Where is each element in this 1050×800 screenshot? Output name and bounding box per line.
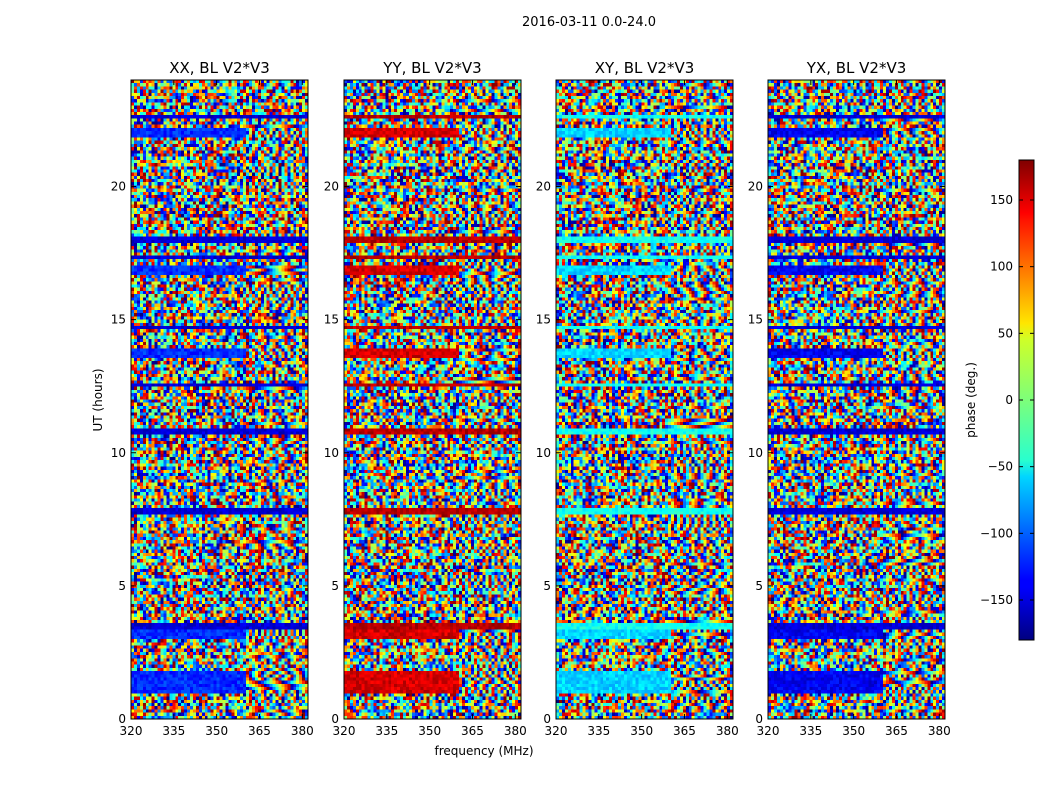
x-tick-label: 335 <box>799 724 822 738</box>
y-tick-label: 20 <box>748 180 763 194</box>
phase-heatmap-image <box>556 80 733 719</box>
panel-4: YX, BL V2*V3 320 335 350 365 380 0 5 10 15 20 <box>748 59 951 738</box>
x-tick-label: 335 <box>375 724 398 738</box>
x-tick-label: 365 <box>673 724 696 738</box>
colorbar-tick-label: 50 <box>998 326 1013 340</box>
x-tick-label: 350 <box>418 724 441 738</box>
panel-title: XX, BL V2*V3 <box>169 59 270 77</box>
y-tick-label: 15 <box>324 313 339 327</box>
phase-heatmap-image <box>768 80 945 719</box>
y-tick-label: 5 <box>543 579 551 593</box>
y-tick-label: 10 <box>748 446 763 460</box>
y-tick-label: 20 <box>111 180 126 194</box>
y-tick-label: 5 <box>331 579 339 593</box>
x-tick-label: 350 <box>630 724 653 738</box>
panel-frame <box>343 79 522 720</box>
panel-frame <box>767 79 946 720</box>
panel-1: XX, BL V2*V3 320 335 350 365 380 0 5 10 15 20 <box>111 59 314 738</box>
x-tick-label: 365 <box>885 724 908 738</box>
y-axis-label: UT (hours) <box>91 368 105 431</box>
x-tick-label: 335 <box>162 724 185 738</box>
colorbar-tick-label: 0 <box>1005 393 1013 407</box>
y-tick-label: 10 <box>536 446 551 460</box>
y-tick-label: 0 <box>543 712 551 726</box>
y-tick-label: 0 <box>755 712 763 726</box>
colorbar-tick-label: 100 <box>990 260 1013 274</box>
phase-heatmap-image <box>131 80 308 719</box>
x-tick-label: 320 <box>120 724 143 738</box>
colorbar: −150 −100 −50 0 50 100 150 phase (deg.) <box>964 159 1035 641</box>
colorbar-tick-label: −50 <box>988 460 1013 474</box>
x-tick-label: 380 <box>716 724 739 738</box>
y-tick-label: 0 <box>118 712 126 726</box>
panel-title: YX, BL V2*V3 <box>806 59 907 77</box>
x-tick-label: 335 <box>587 724 610 738</box>
y-tick-label: 10 <box>111 446 126 460</box>
panel-title: XY, BL V2*V3 <box>595 59 695 77</box>
y-tick-label: 0 <box>331 712 339 726</box>
colorbar-tick-label: 150 <box>990 193 1013 207</box>
x-tick-label: 380 <box>291 724 314 738</box>
x-tick-label: 380 <box>504 724 527 738</box>
x-tick-label: 350 <box>842 724 865 738</box>
panel-frame <box>130 79 309 720</box>
y-tick-label: 10 <box>324 446 339 460</box>
figure-title: 2016-03-11 0.0-24.0 <box>522 15 656 30</box>
x-tick-label: 320 <box>333 724 356 738</box>
x-tick-label: 365 <box>461 724 484 738</box>
y-tick-label: 5 <box>118 579 126 593</box>
y-tick-label: 5 <box>755 579 763 593</box>
colorbar-tick-label: −100 <box>980 526 1013 540</box>
x-tick-label: 350 <box>205 724 228 738</box>
panel-3: XY, BL V2*V3 320 335 350 365 380 0 5 10 15 20 <box>536 59 739 738</box>
colorbar-ticks: −150 −100 −50 0 50 100 150 <box>980 193 1034 607</box>
x-tick-label: 320 <box>757 724 780 738</box>
y-tick-label: 15 <box>111 313 126 327</box>
y-tick-label: 20 <box>324 180 339 194</box>
panel-frame <box>555 79 734 720</box>
panel-title: YY, BL V2*V3 <box>382 59 481 77</box>
x-tick-label: 320 <box>545 724 568 738</box>
y-tick-label: 15 <box>536 313 551 327</box>
colorbar-label: phase (deg.) <box>964 362 978 438</box>
y-tick-label: 20 <box>536 180 551 194</box>
y-tick-label: 15 <box>748 313 763 327</box>
x-tick-label: 365 <box>248 724 271 738</box>
x-tick-label: 380 <box>928 724 951 738</box>
x-axis-label: frequency (MHz) <box>434 744 533 758</box>
phase-heatmap-image <box>344 80 521 719</box>
colorbar-tick-label: −150 <box>980 593 1013 607</box>
panel-2: YY, BL V2*V3 320 335 350 365 380 0 5 10 15 20 <box>324 59 527 738</box>
